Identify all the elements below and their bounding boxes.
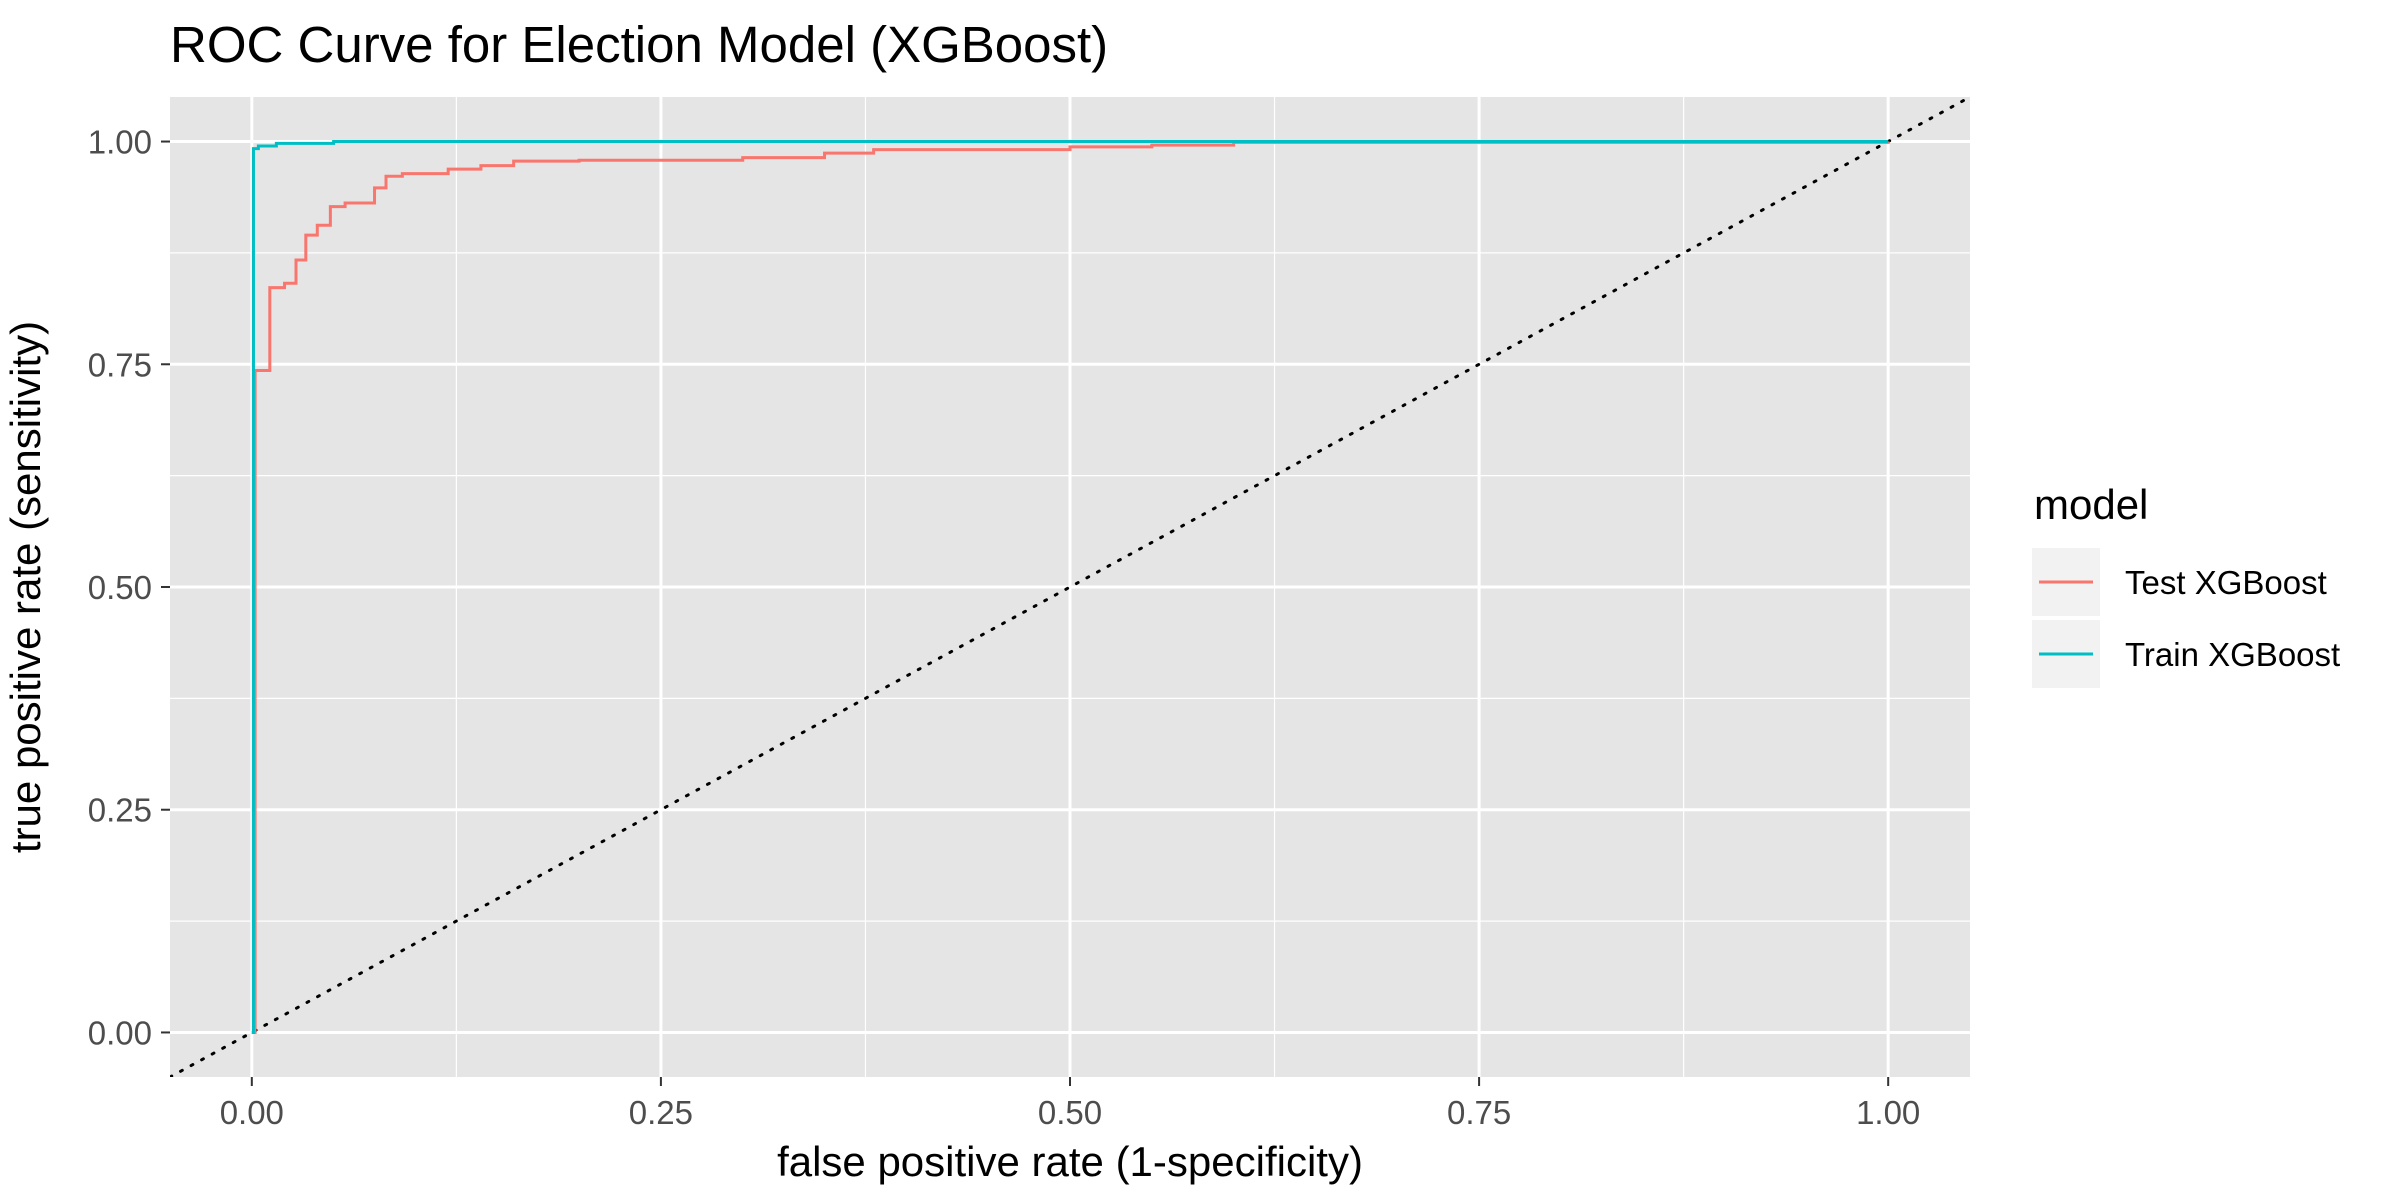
x-tick-label: 1.00 bbox=[1856, 1094, 1920, 1131]
series-layer bbox=[170, 97, 1970, 1077]
x-tick-label: 0.50 bbox=[1038, 1094, 1102, 1131]
grid-lines bbox=[170, 97, 1970, 1077]
x-tick-label: 0.00 bbox=[220, 1094, 284, 1131]
y-tick-label: 1.00 bbox=[88, 124, 152, 161]
series-line-train-xgboost bbox=[251, 140, 1889, 1034]
y-tick-label: 0.00 bbox=[88, 1014, 152, 1051]
y-axis-title: true positive rate (sensitivity) bbox=[2, 321, 49, 853]
legend-title: model bbox=[2034, 481, 2148, 528]
y-tick-label: 0.50 bbox=[88, 569, 152, 606]
y-tick-label: 0.25 bbox=[88, 792, 152, 829]
x-axis-title: false positive rate (1-specificity) bbox=[777, 1138, 1363, 1185]
series-line-test-xgboost bbox=[251, 140, 1890, 1034]
chart-title: ROC Curve for Election Model (XGBoost) bbox=[170, 16, 1108, 73]
legend: model Test XGBoost Train XGBoost bbox=[2032, 481, 2340, 688]
x-tick-label: 0.75 bbox=[1447, 1094, 1511, 1131]
legend-label-test-xgboost: Test XGBoost bbox=[2125, 564, 2327, 601]
axis-ticks: 0.00 0.25 0.50 0.75 1.00 0.00 0.25 0.50 0.75 1.00 bbox=[88, 124, 1921, 1131]
legend-label-train-xgboost: Train XGBoost bbox=[2125, 636, 2340, 673]
x-tick-label: 0.25 bbox=[629, 1094, 693, 1131]
y-tick-label: 0.75 bbox=[88, 346, 152, 383]
